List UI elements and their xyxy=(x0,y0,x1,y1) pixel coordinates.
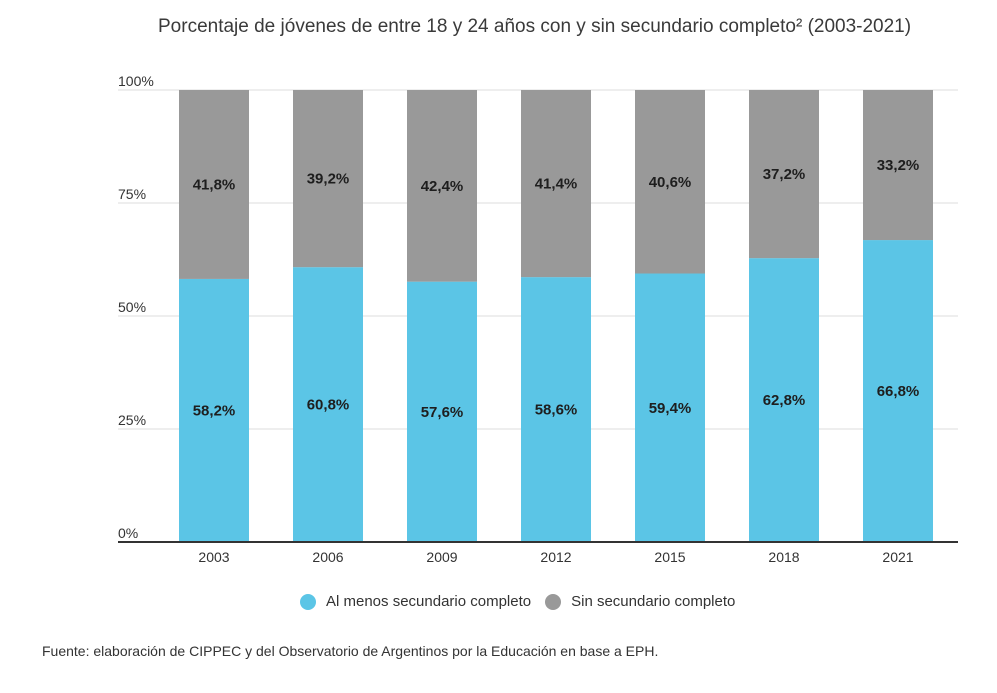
data-label: 59,4% xyxy=(649,400,692,417)
bar-con-secundario-2021 xyxy=(863,240,933,542)
bar-sin-secundario-2003 xyxy=(179,90,249,279)
y-tick-label: 25% xyxy=(118,412,146,428)
x-tick-label: 2021 xyxy=(882,549,913,565)
bar-sin-secundario-2021 xyxy=(863,90,933,241)
x-tick-label: 2015 xyxy=(654,549,685,565)
y-tick-label: 0% xyxy=(118,525,138,541)
y-tick-label: 75% xyxy=(118,186,146,202)
legend-label-sin-secundario: Sin secundario completo xyxy=(571,593,736,610)
x-tick-label: 2018 xyxy=(768,549,799,565)
bar-con-secundario-2009 xyxy=(407,281,477,542)
data-label: 33,2% xyxy=(877,157,920,174)
x-tick-label: 2012 xyxy=(540,549,571,565)
bar-con-secundario-2006 xyxy=(293,267,363,542)
y-tick-label: 100% xyxy=(118,73,154,89)
data-label: 37,2% xyxy=(763,166,806,183)
chart-legend: Al menos secundario completo Sin secunda… xyxy=(300,593,749,610)
data-label: 40,6% xyxy=(649,174,692,191)
legend-item-sin-secundario: Sin secundario completo xyxy=(545,593,735,610)
x-tick-label: 2009 xyxy=(426,549,457,565)
x-tick-label: 2006 xyxy=(312,549,343,565)
legend-label-al-menos-secundario: Al menos secundario completo xyxy=(326,593,532,610)
bar-sin-secundario-2012 xyxy=(521,90,591,278)
data-label: 39,2% xyxy=(307,171,350,188)
bar-con-secundario-2003 xyxy=(179,278,249,542)
chart-title: Porcentaje de jóvenes de entre 18 y 24 a… xyxy=(158,16,912,37)
x-tick-label: 2003 xyxy=(198,549,229,565)
data-label: 41,8% xyxy=(193,176,236,193)
legend-item-al-menos-secundario: Al menos secundario completo xyxy=(300,593,531,610)
data-label: 66,8% xyxy=(877,383,920,400)
source-note: Fuente: elaboración de CIPPEC y del Obse… xyxy=(42,643,659,659)
bar-con-secundario-2015 xyxy=(635,273,705,542)
bar-sin-secundario-2018 xyxy=(749,90,819,259)
bar-con-secundario-2018 xyxy=(749,258,819,542)
legend-swatch-sin-secundario xyxy=(545,593,562,610)
bar-sin-secundario-2006 xyxy=(293,90,363,268)
bar-sin-secundario-2015 xyxy=(635,90,705,274)
bar-con-secundario-2012 xyxy=(521,277,591,542)
y-tick-label: 50% xyxy=(118,299,146,315)
data-label: 60,8% xyxy=(307,397,350,414)
bar-sin-secundario-2009 xyxy=(407,90,477,282)
data-label: 41,4% xyxy=(535,176,578,193)
legend-swatch-al-menos-secundario xyxy=(300,593,316,610)
data-label: 57,6% xyxy=(421,404,464,421)
data-label: 62,8% xyxy=(763,392,806,409)
data-label: 42,4% xyxy=(421,178,464,195)
data-label: 58,6% xyxy=(535,402,578,419)
data-label: 58,2% xyxy=(193,402,236,419)
